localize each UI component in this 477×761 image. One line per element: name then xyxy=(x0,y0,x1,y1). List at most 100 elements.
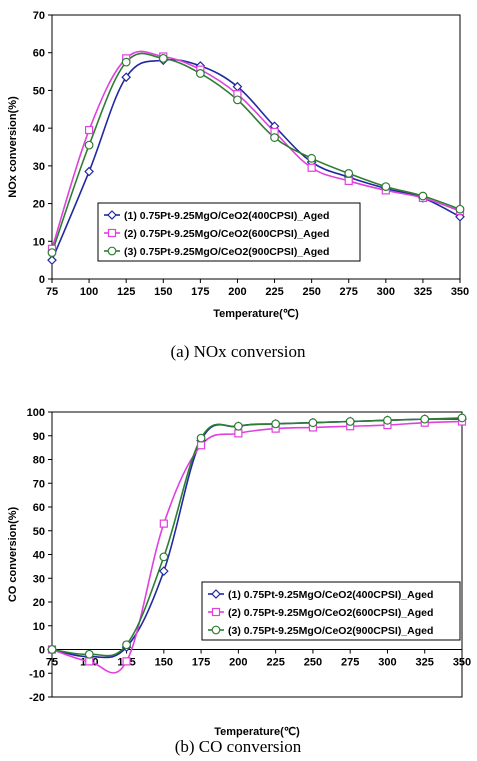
legend-entry: (2) 0.75Pt-9.25MgO/CeO2(600CPSI)_Aged xyxy=(124,228,329,240)
legend-marker xyxy=(107,246,117,256)
legend-marker xyxy=(211,607,221,617)
series-3-point xyxy=(159,552,169,562)
series-3-point xyxy=(307,153,317,163)
series-3-point xyxy=(383,415,392,425)
y-tick-label: 60 xyxy=(33,502,45,514)
nox-chart: 0 10 20 30 40 50 60 70 75 100 125 150 175 200 225 250 27… xyxy=(7,10,469,320)
series-2-point xyxy=(196,441,206,450)
legend-marker xyxy=(211,625,221,635)
y-tick-label: 50 xyxy=(33,85,45,97)
legend-box xyxy=(201,581,461,641)
x-tick-label: 250 xyxy=(304,657,322,669)
x-tick-label: 75 xyxy=(46,286,58,298)
y-tick-label: 20 xyxy=(33,199,45,211)
legend-marker xyxy=(211,589,221,599)
x-tick-label: 300 xyxy=(378,657,396,669)
series-3-point xyxy=(47,248,57,258)
x-tick-label: 200 xyxy=(228,286,246,298)
x-tick-label: 350 xyxy=(453,657,471,669)
y-axis-label: CO conversion(%) xyxy=(7,506,19,602)
series-3-point xyxy=(84,649,94,659)
series-3-point xyxy=(84,140,94,150)
y-tick-label: -10 xyxy=(29,668,45,680)
x-tick-label: 150 xyxy=(155,657,173,669)
series-3-point xyxy=(455,204,465,214)
legend-entry: (3) 0.75Pt-9.25MgO/CeO2(900CPSI)_Aged xyxy=(124,246,329,258)
y-tick-label: 10 xyxy=(33,621,45,633)
x-tick-label: 100 xyxy=(80,286,98,298)
x-axis-label: Temperature(℃) xyxy=(214,726,300,738)
caption-co: (b) CO conversion xyxy=(175,737,302,756)
x-tick-label: 300 xyxy=(377,286,395,298)
series-3-point xyxy=(122,640,131,650)
series-3-point xyxy=(47,645,57,654)
x-tick-label: 175 xyxy=(192,657,210,669)
x-axis-label: Temperature(℃) xyxy=(213,308,299,320)
y-tick-label: 60 xyxy=(33,48,45,60)
series-1-point xyxy=(121,72,132,83)
y-tick-label: 100 xyxy=(27,407,45,419)
x-tick-label: 225 xyxy=(266,657,284,669)
x-tick-label: 250 xyxy=(302,286,320,298)
series-1-point xyxy=(47,255,57,265)
y-tick-label: 50 xyxy=(33,526,45,538)
series-3-point xyxy=(418,191,428,201)
y-tick-label: -20 xyxy=(29,692,45,704)
y-tick-label: 70 xyxy=(33,10,45,22)
series-3-point xyxy=(195,69,205,78)
series-2-point xyxy=(234,429,243,438)
legend-box xyxy=(97,202,361,262)
series-2-point xyxy=(85,657,94,666)
x-tick-label: 225 xyxy=(265,286,283,298)
series-3-point xyxy=(270,133,279,142)
series-1-point xyxy=(84,166,94,177)
legend-entry: (1) 0.75Pt-9.25MgO/CeO2(400CPSI)_Aged xyxy=(124,210,329,222)
x-tick-label: 125 xyxy=(117,286,135,298)
co-chart: -20-100102030405060708090100751001251501… xyxy=(7,407,471,738)
y-tick-label: 30 xyxy=(33,161,45,173)
legend-marker xyxy=(107,228,117,238)
x-tick-label: 275 xyxy=(341,657,359,669)
x-tick-label: 175 xyxy=(191,286,209,298)
y-tick-label: 20 xyxy=(33,597,45,609)
y-tick-label: 0 xyxy=(39,274,45,286)
x-tick-label: 350 xyxy=(451,286,469,298)
plot-area xyxy=(51,14,461,280)
legend: (1) 0.75Pt-9.25MgO/CeO2(400CPSI)_Aged (2)… xyxy=(201,581,461,641)
x-tick-label: 75 xyxy=(46,657,58,669)
series-3-point xyxy=(345,417,355,426)
series-3-point xyxy=(158,53,168,63)
y-tick-label: 30 xyxy=(33,573,45,585)
series-3-point xyxy=(420,414,430,424)
series-3-point xyxy=(457,413,467,423)
legend-marker xyxy=(107,210,117,220)
y-tick-label: 90 xyxy=(33,431,45,443)
x-tick-label: 325 xyxy=(414,286,432,298)
y-tick-label: 10 xyxy=(33,236,45,248)
series-1-point xyxy=(158,566,169,576)
y-tick-label: 40 xyxy=(33,550,45,562)
series-3-point xyxy=(196,433,206,443)
legend: (1) 0.75Pt-9.25MgO/CeO2(400CPSI)_Aged (2)… xyxy=(97,202,361,262)
x-tick-label: 150 xyxy=(154,286,172,298)
series-3-point xyxy=(233,421,243,431)
x-tick-label: 200 xyxy=(229,657,247,669)
series-3-point xyxy=(233,95,242,105)
x-tick-label: 325 xyxy=(416,657,434,669)
y-axis-label: NOx conversion(%) xyxy=(7,96,19,198)
series-3-point xyxy=(121,57,131,67)
series-3-point xyxy=(308,418,318,428)
series-2-point xyxy=(122,657,131,666)
series-3-point xyxy=(381,182,391,192)
caption-nox: (a) NOx conversion xyxy=(170,342,306,361)
legend-entry: (1) 0.75Pt-9.25MgO/CeO2(400CPSI)_Aged xyxy=(228,589,433,601)
series-2-point xyxy=(344,176,353,186)
x-tick-label: 275 xyxy=(340,286,358,298)
series-2-point xyxy=(307,163,316,172)
legend-entry: (2) 0.75Pt-9.25MgO/CeO2(600CPSI)_Aged xyxy=(228,607,433,619)
series-3-point xyxy=(344,168,354,178)
series-3-point xyxy=(271,419,281,429)
legend-entry: (3) 0.75Pt-9.25MgO/CeO2(900CPSI)_Aged xyxy=(228,625,433,637)
y-tick-label: 0 xyxy=(39,645,45,657)
